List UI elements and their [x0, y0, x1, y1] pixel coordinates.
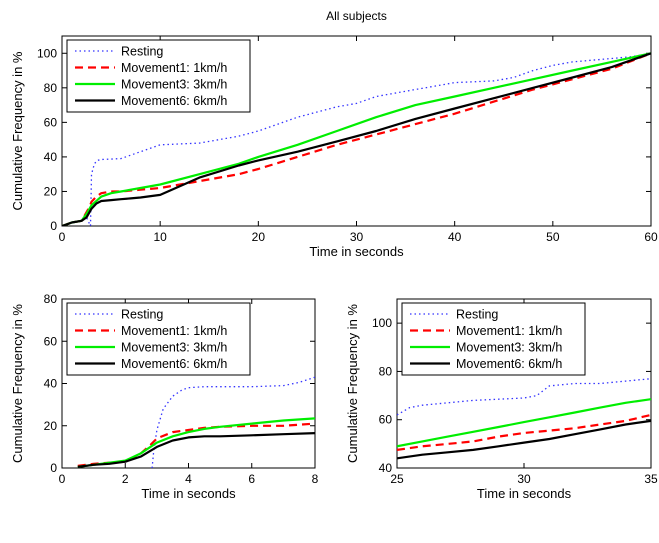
y-tick-label: 80: [379, 364, 393, 378]
x-tick-label: 60: [644, 230, 658, 244]
legend-label-4: Movement6: 6km/h: [456, 357, 562, 371]
series-line-4: [62, 52, 651, 226]
y-tick-label: 0: [50, 461, 57, 475]
y-tick-label: 20: [44, 184, 58, 198]
series-line-3: [62, 52, 651, 226]
x-tick-label: 8: [312, 472, 319, 486]
y-tick-label: 60: [44, 115, 58, 129]
y-tick-label: 100: [372, 316, 392, 330]
x-tick-label: 0: [59, 472, 66, 486]
x-tick-label: 50: [546, 230, 560, 244]
y-tick-label: 20: [44, 419, 58, 433]
legend-label-4: Movement6: 6km/h: [121, 357, 227, 371]
chart-title: All subjects: [326, 9, 387, 23]
x-tick-label: 40: [448, 230, 462, 244]
series-group: [77, 376, 315, 468]
legend-label-1: Resting: [121, 45, 163, 59]
series-line-1: [397, 378, 651, 416]
x-axis-label: Time in seconds: [477, 486, 572, 501]
x-tick-label: 20: [252, 230, 266, 244]
series-line-3: [397, 398, 651, 448]
legend-label-3: Movement3: 3km/h: [121, 78, 227, 92]
y-tick-label: 40: [44, 377, 58, 391]
y-tick-label: 40: [379, 461, 393, 475]
x-tick-label: 30: [517, 472, 531, 486]
x-tick-label: 2: [122, 472, 129, 486]
x-tick-label: 10: [153, 230, 167, 244]
y-tick-label: 100: [37, 46, 57, 60]
legend-label-3: Movement3: 3km/h: [121, 341, 227, 355]
legend-label-2: Movement1: 1km/h: [121, 61, 227, 75]
x-tick-label: 4: [185, 472, 192, 486]
series-line-1: [151, 376, 315, 468]
y-axis-label: Cumulative Frequency in %: [345, 304, 360, 463]
series-line-1: [62, 52, 651, 226]
series-group: [62, 52, 651, 226]
y-tick-label: 80: [44, 81, 58, 95]
y-axis-label: Cumulative Frequency in %: [10, 304, 25, 463]
y-tick-label: 60: [379, 413, 393, 427]
legend-label-1: Resting: [456, 308, 498, 322]
x-tick-label: 35: [644, 472, 658, 486]
y-tick-label: 80: [44, 292, 58, 306]
legend-label-2: Movement1: 1km/h: [456, 324, 562, 338]
series-line-2: [62, 52, 651, 226]
legend-label-4: Movement6: 6km/h: [121, 94, 227, 108]
x-axis-label: Time in seconds: [309, 244, 404, 259]
legend-label-3: Movement3: 3km/h: [456, 341, 562, 355]
x-tick-label: 0: [59, 230, 66, 244]
y-tick-label: 0: [50, 219, 57, 233]
chart-3: 25 30 35 40 60 80 100 Time in seconds Cumulative…: [345, 298, 658, 501]
x-tick-label: 30: [350, 230, 364, 244]
chart-1: All subjects 0 10 20 30 40 50 60 0 20 40 60 80 100 Tim…: [10, 9, 658, 259]
x-tick-label: 25: [390, 472, 404, 486]
legend-label-2: Movement1: 1km/h: [121, 324, 227, 338]
series-group: [397, 378, 651, 460]
x-axis-label: Time in seconds: [141, 486, 236, 501]
series-line-4: [77, 432, 315, 468]
x-tick-label: 6: [248, 472, 255, 486]
series-line-2: [397, 413, 651, 451]
legend-label-1: Resting: [121, 308, 163, 322]
y-tick-label: 40: [44, 150, 58, 164]
series-line-4: [397, 419, 651, 460]
series-line-2: [77, 422, 315, 467]
y-axis-label: Cumulative Frequency in %: [10, 51, 25, 210]
y-tick-label: 60: [44, 334, 58, 348]
